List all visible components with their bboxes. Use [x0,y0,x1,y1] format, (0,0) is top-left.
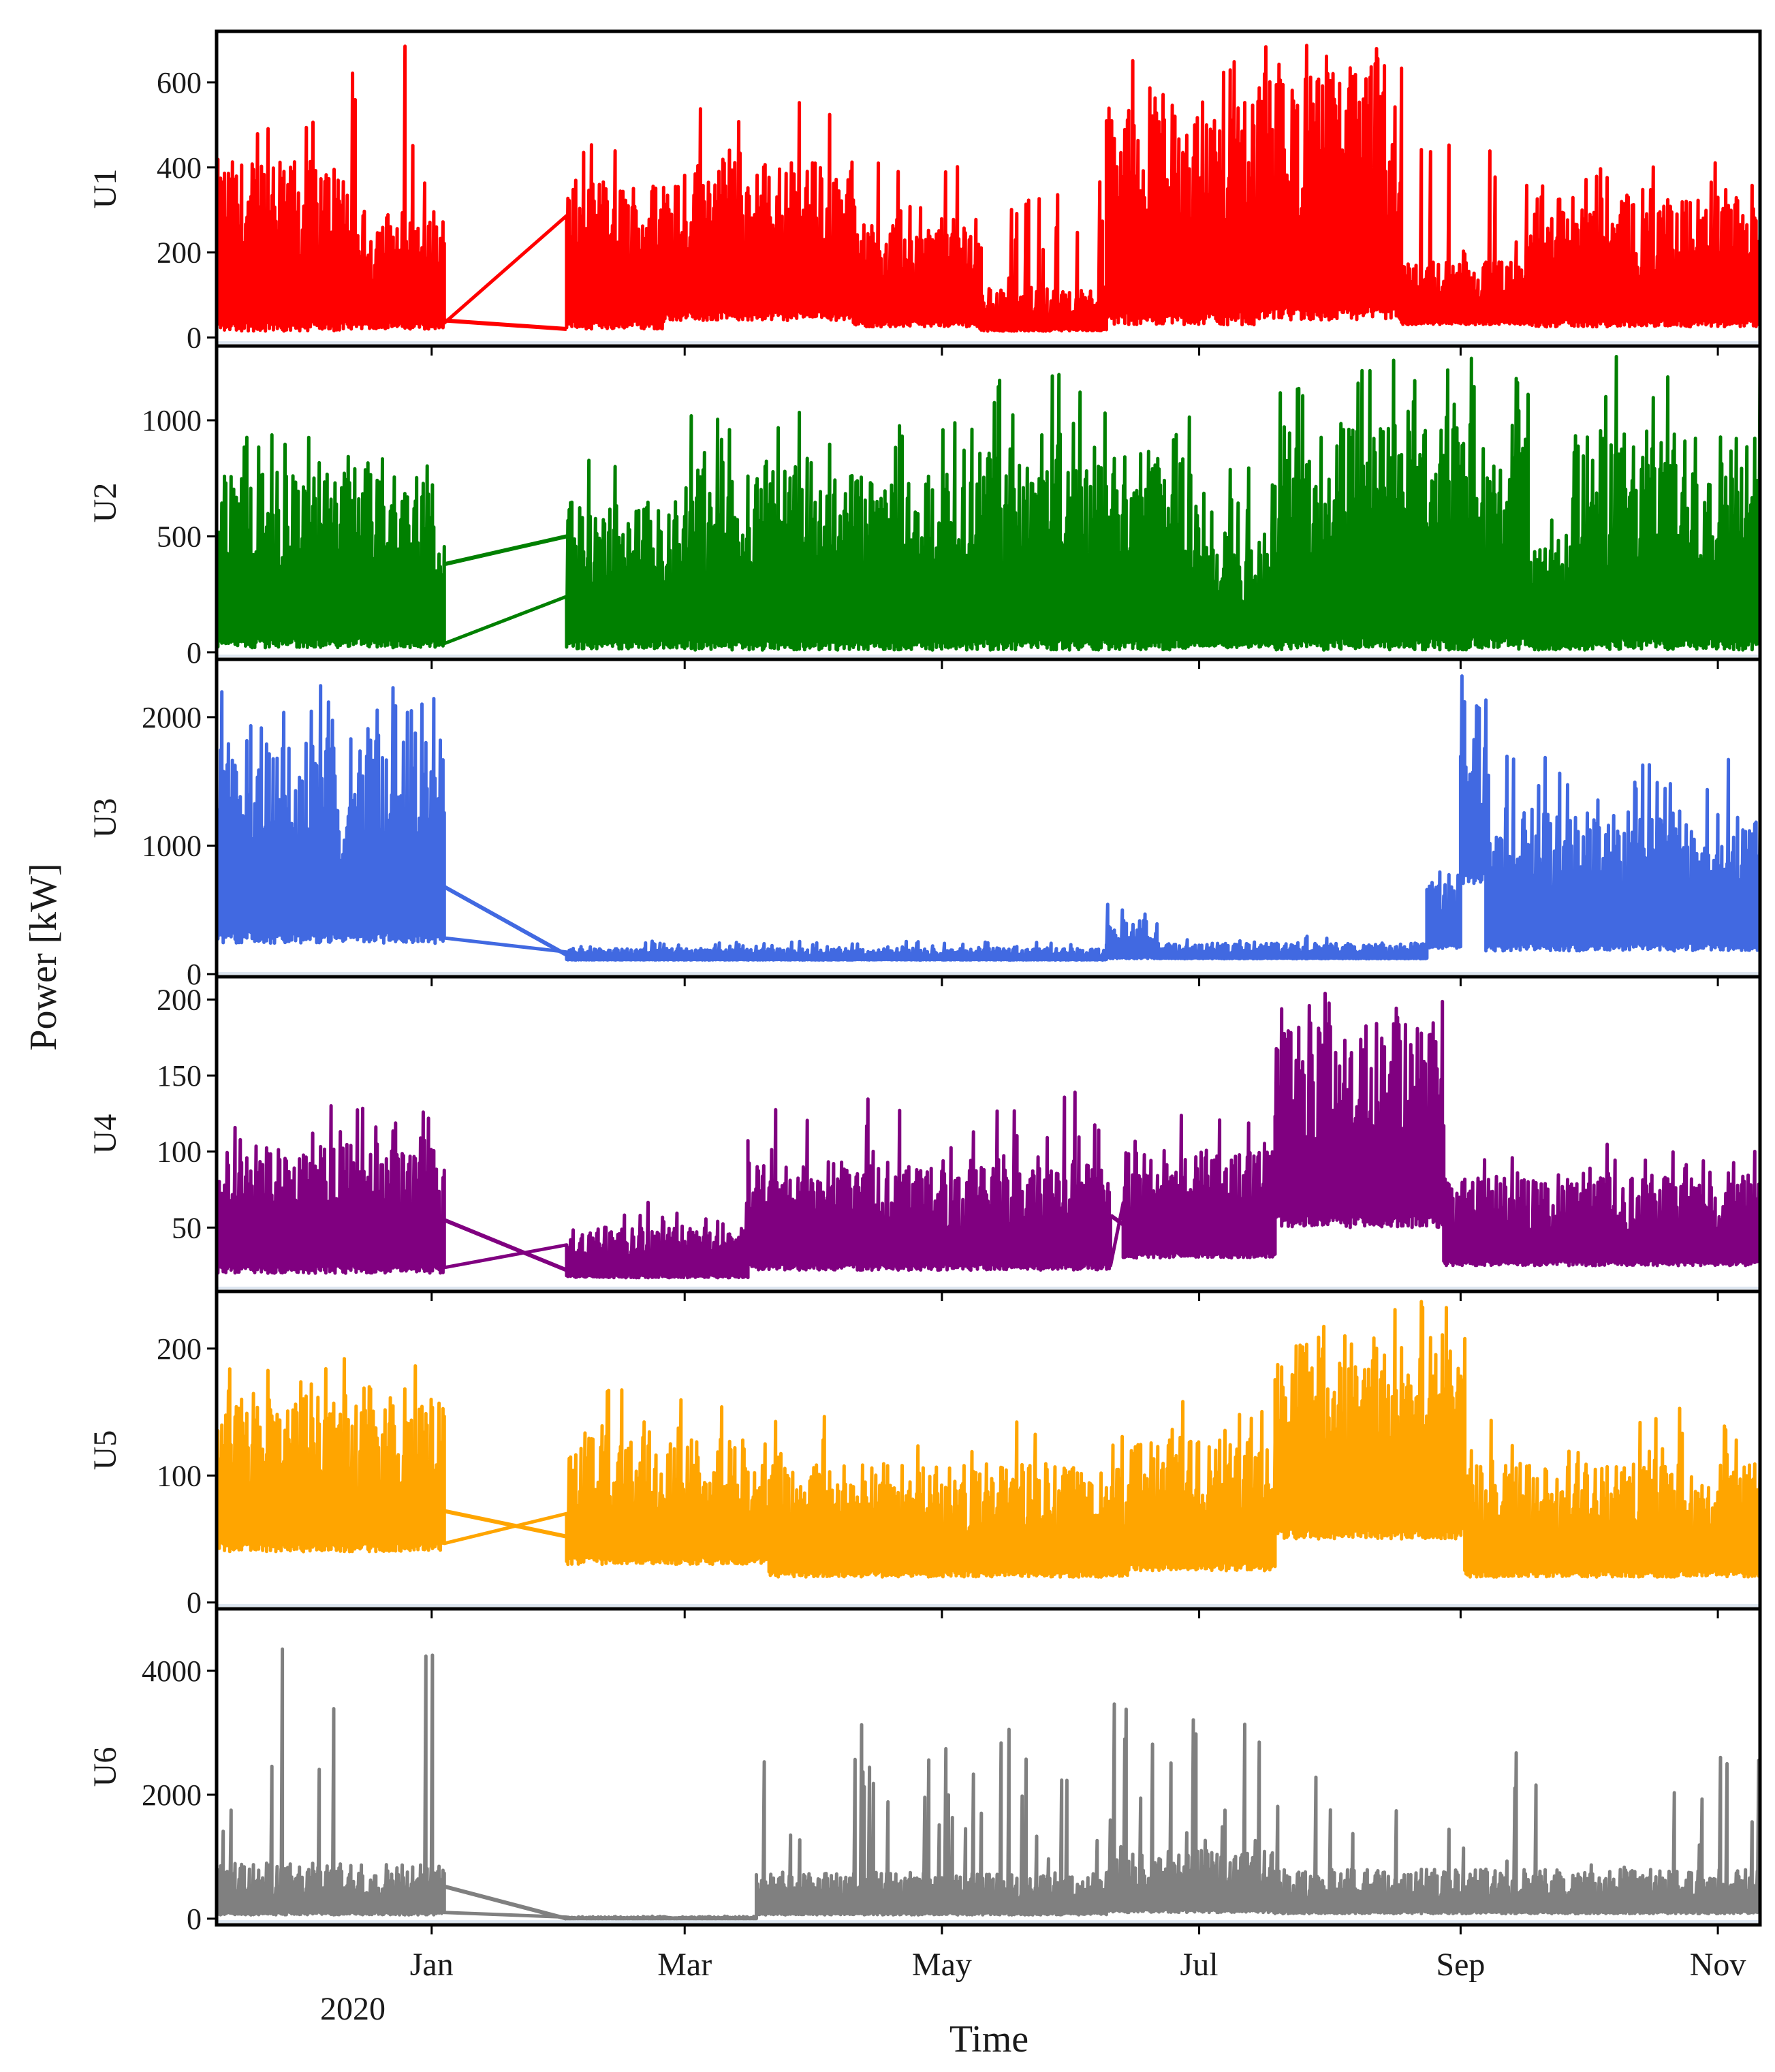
y-tick-label-u5: 200 [157,1332,202,1366]
panel-u1: 0 200 400 600 U1 [87,29,1762,356]
y-tick-label-u4: 100 [157,1135,202,1169]
y-tick-label-u1: 400 [157,151,202,185]
y-tick-label-u3: 1000 [142,830,202,863]
y-tick-label-u2: 500 [157,520,202,553]
panel-u5: 0 100 200 U5 [87,1289,1762,1620]
series-line-u2 [217,355,1760,652]
x-tick-label: Jan [410,1947,454,1983]
x-tick-label: Mar [657,1947,712,1983]
gap-connector-u4 [1109,1213,1125,1227]
x-tick-label: May [912,1947,972,1983]
panel-label-u3: U3 [87,798,123,838]
panel-frame-u6 [215,1607,1762,1927]
series-line-u4 [217,991,1760,1280]
x-tick-label: Jul [1180,1947,1219,1983]
y-tick-label-u4: 50 [172,1211,202,1244]
series-line-u5 [217,1300,1760,1579]
y-tick-label-u6: 2000 [142,1778,202,1812]
panel-label-u1: U1 [87,169,123,209]
y-tick-label-u5: 100 [157,1459,202,1492]
y-tick-label-u2: 0 [187,636,202,670]
year-label: 2020 [320,1991,386,2027]
x-axis-title: Time [949,2018,1028,2060]
gap-connector-u3 [443,885,568,957]
y-tick-label-u2: 1000 [142,404,202,437]
y-tick-label-u1: 200 [157,236,202,270]
y-tick-label-u3: 0 [187,958,202,991]
panel-label-u6: U6 [87,1747,123,1787]
y-tick-label-u4: 150 [157,1059,202,1093]
y-tick-label-u1: 0 [187,321,202,355]
y-tick-label-u5: 0 [187,1586,202,1620]
x-tick-label: Nov [1690,1947,1746,1983]
gap-connector-u6 [443,1884,567,1921]
y-tick-label-u4: 200 [157,983,202,1016]
y-tick-label-u3: 2000 [142,701,202,734]
panel-u6: 0 2000 4000 U6 [87,1607,1762,1936]
y-tick-label-u1: 600 [157,66,202,99]
panel-u3: 0 1000 2000 U3 [87,657,1762,991]
series-line-u3 [217,674,1760,962]
gap-connector-u1 [444,318,567,332]
gap-connector-u5 [443,1509,567,1539]
y-tick-label-u6: 0 [187,1902,202,1936]
panel-u4: 50 100 150 200 U4 [87,975,1762,1301]
panel-label-u2: U2 [87,483,123,523]
y-axis-title: Power [kW] [22,863,65,1050]
x-tick-label: Sep [1436,1947,1485,1983]
gap-connector-u4 [443,1218,568,1272]
panel-label-u5: U5 [87,1430,123,1471]
panel-label-u4: U4 [87,1114,123,1155]
gap-connector-u2 [443,534,567,567]
y-tick-label-u6: 4000 [142,1654,202,1688]
panel-u2: 0 500 1000 U2 [87,344,1762,670]
series-line-u6 [217,1647,1760,1921]
series-line-u1 [217,44,1760,333]
